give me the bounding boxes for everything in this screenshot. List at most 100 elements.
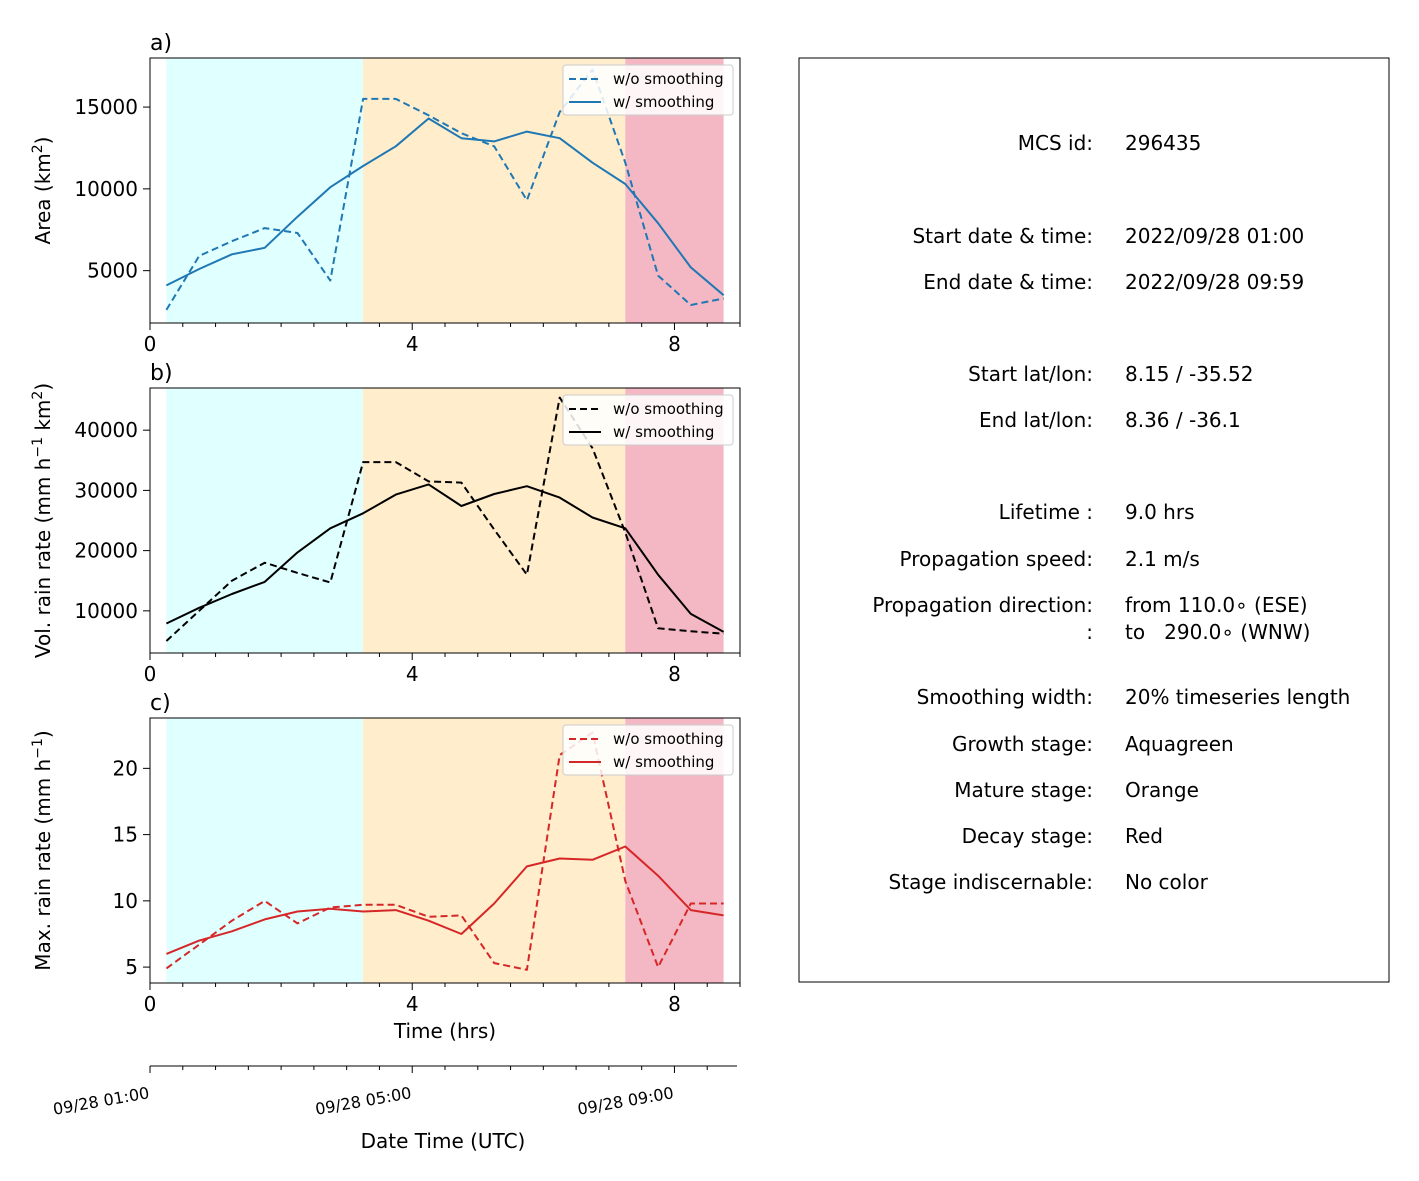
panel-a: 0 4 8 5000 10000 15000 a) Area (km2) w/o smoothi… [30,31,741,356]
legend: w/o smoothing w/ smoothing [562,394,734,446]
series-line-raw [165,68,724,311]
info-row: Lifetime : 9.0 hrs [999,500,1195,524]
y-axis-label-part: km [31,400,55,437]
info-label: MCS id: [1018,131,1093,155]
info-row: Smoothing width: 20% timeseries length [917,685,1351,709]
x-tick-label: 8 [668,662,681,686]
info-value: 2.1 m/s [1125,547,1200,571]
info-row: Start lat/lon: 8.15 / -35.52 [968,362,1253,386]
date-tick-label: 09/28 09:00 [576,1083,675,1119]
panel-c: 0 4 8 5 10 15 20 c) Max. rain rate (mm h−1) Time … [30,691,741,1043]
legend-box [562,724,734,776]
info-row: End date & time: 2022/09/28 09:59 [923,270,1304,294]
x-tick-label: 4 [406,332,419,356]
legend-entry: w/o smoothing [613,70,724,88]
y-axis-label-part: Max. rain rate (mm h [31,759,55,971]
stage-band-0 [166,58,364,323]
info-row: Growth stage: Aquagreen [952,732,1234,756]
x-tick-label: 0 [144,332,157,356]
info-label: Propagation speed: [900,547,1093,571]
legend-box [562,64,734,116]
info-value: Aquagreen [1125,732,1234,756]
legend-entry: w/ smoothing [613,93,714,111]
panel-b: 0 4 8 10000 20000 30000 40000 b) Vol. rain rate … [30,361,741,686]
info-label: Smoothing width: [917,685,1093,709]
y-tick-label: 10000 [74,177,138,201]
series-line-smoothed [165,483,725,633]
info-row: End lat/lon: 8.36 / -36.1 [979,408,1241,432]
info-label: Propagation direction: [872,593,1093,617]
info-value: 8.15 / -35.52 [1125,362,1253,386]
y-axis-label-part: ) [31,730,55,738]
legend-entry: w/o smoothing [613,730,724,748]
info-row: Propagation speed: 2.1 m/s [900,547,1200,571]
series-line-raw [165,731,724,971]
legend-entry: w/ smoothing [613,753,714,771]
x-axis-label: Time (hrs) [393,1019,496,1043]
y-tick-label: 20 [113,756,138,780]
legend-box [562,394,734,446]
y-tick-label: 20000 [74,539,138,563]
y-axis-label-part: 2 [30,144,46,153]
x-tick-label: 4 [406,662,419,686]
legend: w/o smoothing w/ smoothing [562,64,734,116]
y-tick-label: 5000 [87,259,138,283]
info-value: 20% timeseries length [1125,685,1350,709]
y-tick-label: 5 [125,955,138,979]
legend: w/o smoothing w/ smoothing [562,724,734,776]
info-label: Start date & time: [912,224,1093,248]
info-label: Lifetime : [999,500,1093,524]
y-axis-label-part: −1 [30,437,46,458]
y-axis-label-part: Area (km [31,153,55,244]
panel-label: b) [150,361,173,386]
info-label: Growth stage: [952,732,1093,756]
info-row: Propagation direction: from 110.0∘ (ESE) [872,593,1307,617]
y-tick-label: 10 [113,889,138,913]
series-line-smoothed [165,117,725,296]
info-value: 9.0 hrs [1125,500,1194,524]
stage-band-0 [166,718,364,983]
y-tick-label: 40000 [74,418,138,442]
info-label: Mature stage: [954,778,1093,802]
stage-band-0 [166,388,364,653]
info-row: MCS id: 296435 [1018,131,1202,155]
series-line-raw [165,396,724,642]
x-tick-label: 8 [668,332,681,356]
info-row: Start date & time: 2022/09/28 01:00 [912,224,1304,248]
date-tick-label: 09/28 01:00 [52,1083,151,1119]
info-row: : to 290.0∘ (WNW) [1086,620,1310,644]
info-value: 2022/09/28 09:59 [1125,270,1304,294]
date-tick-label: 09/28 05:00 [314,1083,413,1119]
legend-entry: w/o smoothing [613,400,724,418]
info-value: 8.36 / -36.1 [1125,408,1241,432]
info-label: End lat/lon: [979,408,1093,432]
x-tick-label: 0 [144,992,157,1016]
info-row: Decay stage: Red [962,824,1163,848]
date-axis-label: Date Time (UTC) [361,1129,526,1153]
info-label: : [1086,620,1093,644]
info-value: 296435 [1125,131,1201,155]
y-axis-label-part: Vol. rain rate (mm h [31,458,55,659]
y-axis-label: Area (km2) [30,137,55,245]
info-value: Red [1125,824,1163,848]
info-label: End date & time: [923,270,1093,294]
info-value: to 290.0∘ (WNW) [1125,620,1310,644]
y-axis-label-part: −1 [30,738,46,759]
x-tick-label: 8 [668,992,681,1016]
info-value: No color [1125,870,1209,894]
y-axis-label-part: 2 [30,391,46,400]
y-axis-label: Vol. rain rate (mm h−1 km2) [30,383,55,658]
info-value: from 110.0∘ (ESE) [1125,593,1308,617]
info-box [798,57,1390,983]
series-line-smoothed [166,845,724,955]
y-tick-label: 15000 [74,95,138,119]
date-axis: 09/28 01:00 09/28 05:00 09/28 09:00 Date Ti… [52,1065,737,1153]
info-value: 2022/09/28 01:00 [1125,224,1304,248]
x-tick-label: 0 [144,662,157,686]
info-label: Decay stage: [962,824,1093,848]
y-tick-label: 10000 [74,599,138,623]
info-row: Mature stage: Orange [954,778,1199,802]
x-tick-label: 4 [406,992,419,1016]
info-row: Stage indiscernable: No color [889,870,1209,894]
